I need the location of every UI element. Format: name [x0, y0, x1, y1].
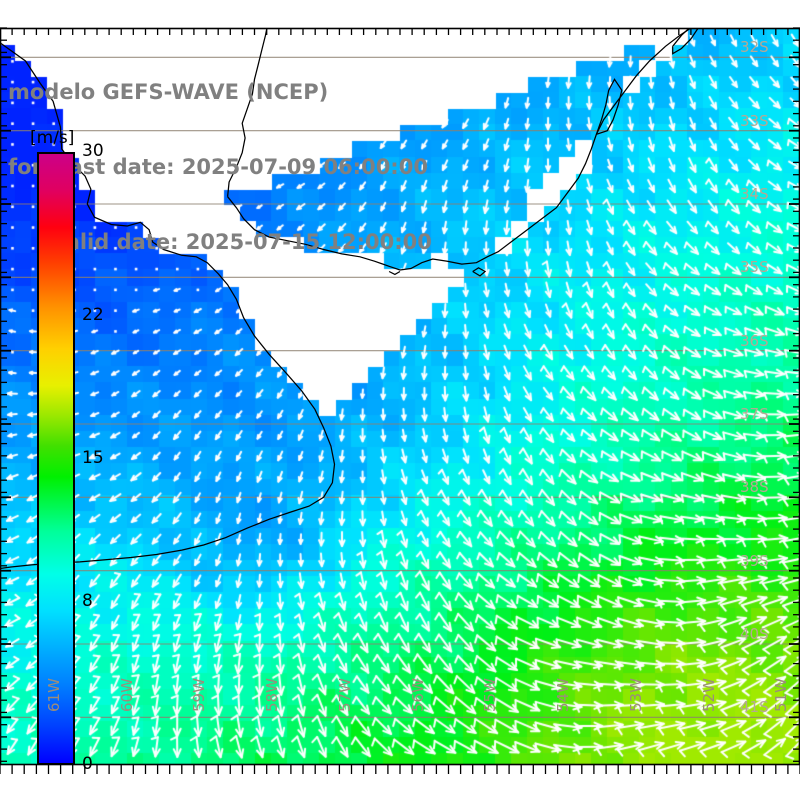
colorbar-tick-0: 0: [82, 754, 93, 774]
title-model-line: modelo GEFS-WAVE (NCEP): [8, 80, 329, 104]
longitude-label-52W: 52W: [699, 678, 718, 712]
latitude-label-41S: 41S: [740, 698, 769, 717]
latitude-label-37S: 37S: [740, 405, 769, 423]
longitude-label-54W: 54W: [554, 678, 573, 712]
latitude-label-36S: 36S: [740, 331, 769, 350]
colorbar-tick-30: 30: [82, 141, 104, 161]
longitude-label-58W: 58W: [263, 678, 282, 712]
longitude-label-59W: 59W: [190, 678, 209, 712]
longitude-label-53W: 53W: [626, 678, 645, 712]
longitude-label-56W: 56W: [408, 678, 427, 712]
longitude-label-55W: 55W: [481, 678, 500, 712]
latitude-label-33S: 33S: [740, 111, 769, 130]
figure-title: modelo GEFS-WAVE (NCEP) forecast date: 2…: [0, 30, 800, 305]
latitude-label-40S: 40S: [740, 625, 769, 643]
latitude-label-32S: 32S: [740, 38, 769, 57]
longitude-label-57W: 57W: [335, 678, 354, 712]
colorbar-tick-8: 8: [82, 590, 93, 611]
latitude-label-38S: 38S: [740, 478, 769, 497]
colorbar-unit-label: [m/s]: [30, 128, 75, 148]
latitude-label-39S: 39S: [740, 551, 769, 570]
colorbar[interactable]: [37, 152, 75, 765]
latitude-label-35S: 35S: [740, 258, 769, 277]
title-forecast-date: forecast date: 2025-07-09 06:00:00: [8, 155, 428, 179]
title-valid-date: valid date: 2025-07-15 12:00:00: [52, 230, 432, 254]
longitude-label-51W: 51W: [772, 678, 791, 712]
colorbar-tick-22: 22: [82, 304, 104, 325]
colorbar-tick-15: 15: [82, 447, 104, 468]
longitude-label-60W: 60W: [117, 678, 136, 712]
longitude-label-61W: 61W: [45, 678, 63, 712]
latitude-label-34S: 34S: [740, 185, 769, 203]
